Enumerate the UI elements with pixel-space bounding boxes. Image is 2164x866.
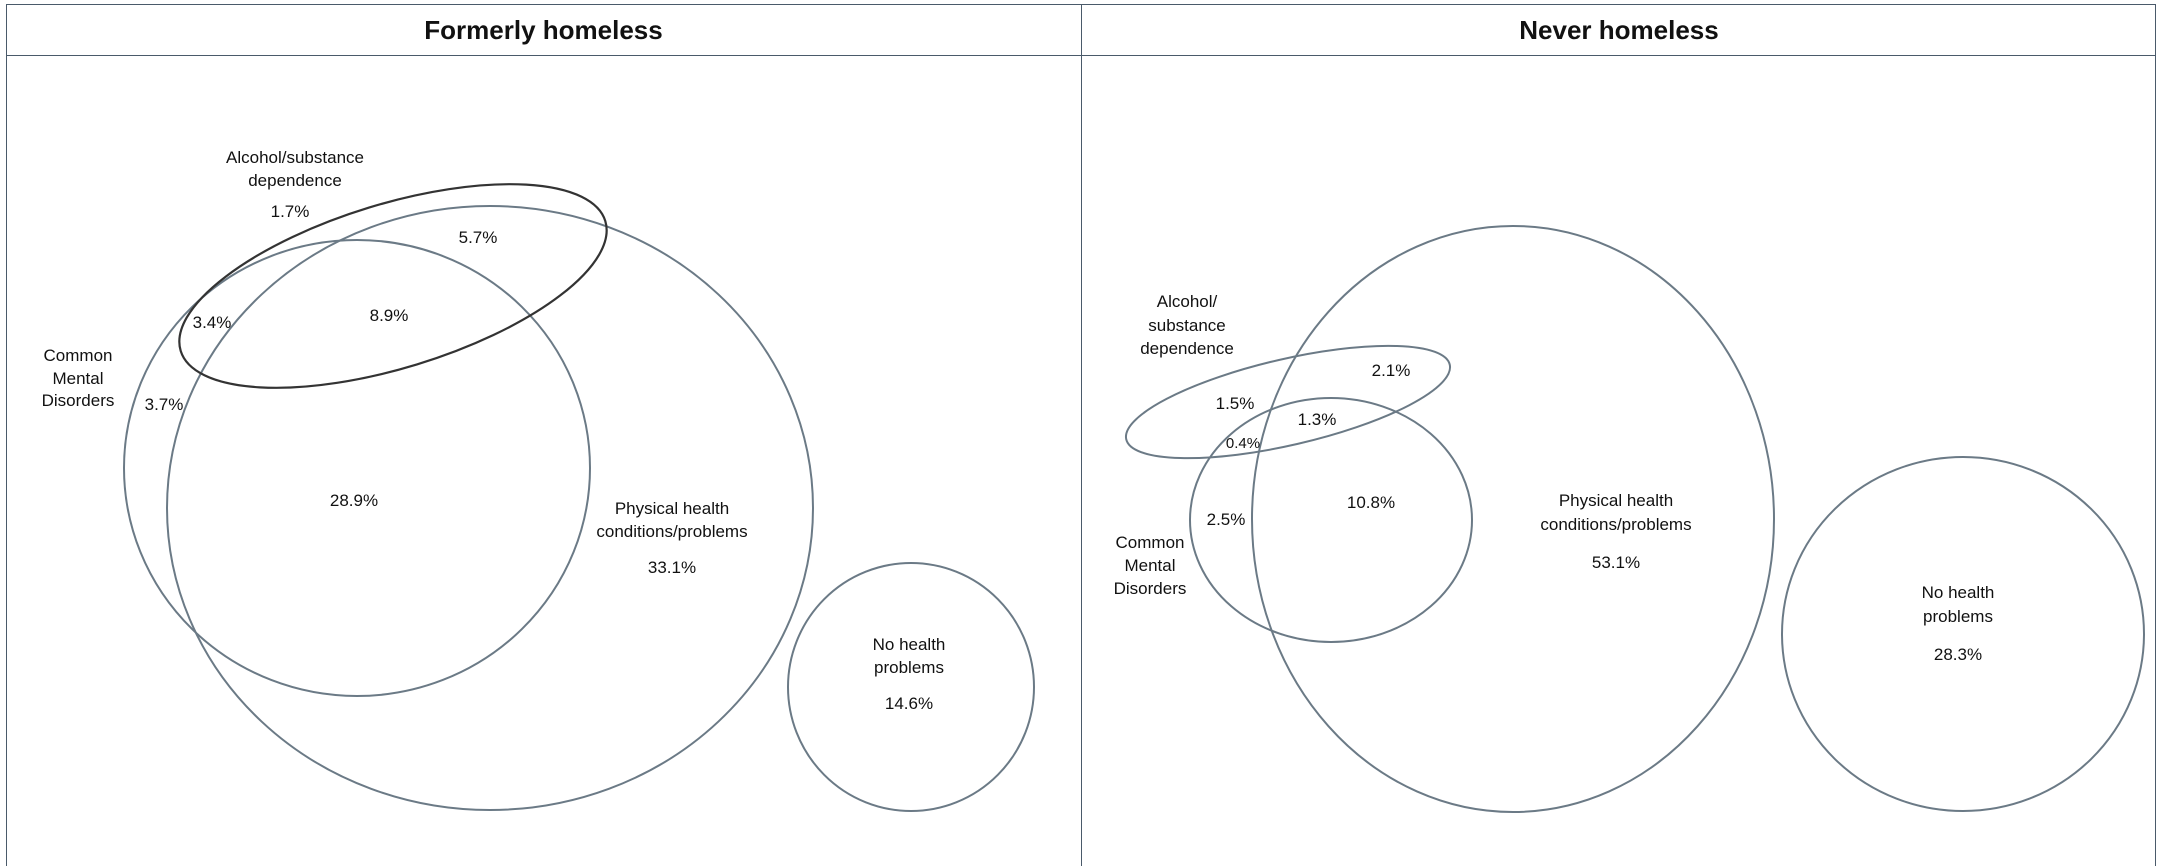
left-alcohol-physical-value: 5.7% (459, 228, 498, 247)
right-cmd-label-line3: Disorders (1114, 579, 1187, 598)
left-cmd-label-line2: Mental (52, 369, 103, 388)
left-alcohol-cmd-physical-value: 8.9% (370, 306, 409, 325)
left-alcohol-cmd-value: 3.4% (193, 313, 232, 332)
right-common-mental-disorders-ellipse (1189, 397, 1473, 643)
right-alcohol-substance-ellipse (1124, 344, 1452, 460)
left-alcohol-substance-ellipse (178, 183, 608, 389)
right-venn: Alcohol/ substance dependence 2.1% 1.5% … (1114, 225, 2145, 813)
right-alcohol-physical-value: 2.1% (1372, 361, 1411, 380)
left-nohealth-label-line1: No health (873, 635, 946, 654)
left-cmd-label-line3: Disorders (42, 391, 115, 410)
right-alcohol-label-line1: Alcohol/ (1157, 292, 1218, 311)
right-cmd-label-line1: Common (1116, 533, 1185, 552)
left-cmd-only-value: 3.7% (145, 395, 184, 414)
right-physical-label-line1: Physical health (1559, 491, 1673, 510)
right-no-health-value: 28.3% (1934, 645, 1982, 664)
right-cmd-label-line2: Mental (1124, 556, 1175, 575)
left-alcohol-only-value: 1.7% (271, 202, 310, 221)
left-alcohol-label-line1: Alcohol/substance (226, 148, 364, 167)
left-no-health-value: 14.6% (885, 694, 933, 713)
right-cmd-only-value: 2.5% (1207, 510, 1246, 529)
left-common-mental-disorders-ellipse (123, 239, 591, 697)
right-nohealth-label-line1: No health (1922, 583, 1995, 602)
left-alcohol-label-line2: dependence (248, 171, 342, 190)
left-physical-only-value: 33.1% (648, 558, 696, 577)
right-nohealth-label-line2: problems (1923, 607, 1993, 626)
left-no-health-ellipse (787, 562, 1035, 812)
left-physical-health-ellipse (166, 205, 814, 811)
left-nohealth-label-line2: problems (874, 658, 944, 677)
panel-divider (1081, 4, 1082, 866)
left-physical-label-line2: conditions/problems (596, 522, 747, 541)
right-alcohol-label-line3: dependence (1140, 339, 1234, 358)
right-alcohol-label-line2: substance (1148, 316, 1226, 335)
left-venn: Alcohol/substance dependence 1.7% 5.7% 3… (42, 148, 1035, 812)
right-cmd-physical-value: 10.8% (1347, 493, 1395, 512)
right-alcohol-only-value: 1.5% (1216, 394, 1255, 413)
right-no-health-ellipse (1781, 456, 2145, 812)
left-cmd-physical-value: 28.9% (330, 491, 378, 510)
left-cmd-label-line1: Common (44, 346, 113, 365)
panel-title-formerly-homeless: Formerly homeless (424, 15, 663, 45)
right-alcohol-cmd-physical-value: 1.3% (1298, 410, 1337, 429)
right-physical-health-ellipse (1251, 225, 1775, 813)
panel-title-never-homeless: Never homeless (1519, 15, 1719, 45)
right-physical-only-value: 53.1% (1592, 553, 1640, 572)
left-physical-label-line1: Physical health (615, 499, 729, 518)
right-alcohol-cmd-value: 0.4% (1226, 435, 1260, 452)
right-physical-label-line2: conditions/problems (1540, 515, 1691, 534)
